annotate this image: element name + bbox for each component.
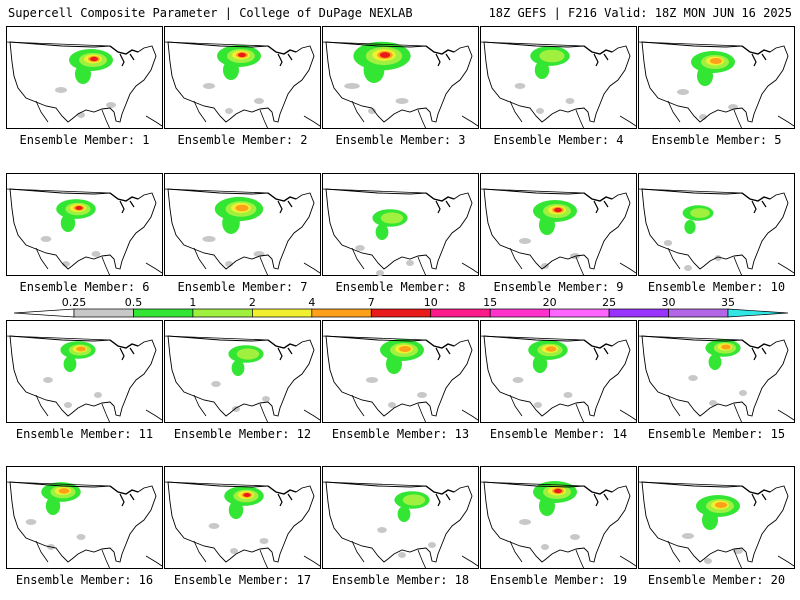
ensemble-panel: Ensemble Member: 3 xyxy=(322,26,479,147)
chart-title: Supercell Composite Parameter | College … xyxy=(8,6,413,20)
ensemble-member-label: Ensemble Member: 10 xyxy=(647,280,786,294)
ensemble-panel: Ensemble Member: 18 xyxy=(322,466,479,587)
ensemble-member-label: Ensemble Member: 5 xyxy=(651,133,782,147)
ensemble-panel: Ensemble Member: 12 xyxy=(164,320,321,441)
colorbar-tick-label: 15 xyxy=(483,296,497,309)
map-panel xyxy=(6,26,163,129)
ensemble-panel: Ensemble Member: 15 xyxy=(638,320,795,441)
map-panel xyxy=(322,26,479,129)
ensemble-member-label: Ensemble Member: 11 xyxy=(15,427,154,441)
colorbar-segment xyxy=(668,308,729,318)
ensemble-member-label: Ensemble Member: 17 xyxy=(173,573,312,587)
ensemble-member-label: Ensemble Member: 3 xyxy=(335,133,466,147)
colorbar-legend: 0.25 0.5 1 2 4 7 10 15 20 25 30 35 xyxy=(14,296,788,322)
map-panel xyxy=(322,320,479,423)
ensemble-panel: Ensemble Member: 9 xyxy=(480,173,637,294)
colorbar-tick-label: 35 xyxy=(721,296,735,309)
colorbar-tick-label: 0.5 xyxy=(125,296,143,309)
map-panel xyxy=(6,173,163,276)
colorbar-tick-label: 30 xyxy=(662,296,676,309)
map-panel xyxy=(480,466,637,569)
ensemble-panel: Ensemble Member: 1 xyxy=(6,26,163,147)
colorbar-segment xyxy=(73,308,134,318)
ensemble-panel: Ensemble Member: 5 xyxy=(638,26,795,147)
ensemble-panel: Ensemble Member: 19 xyxy=(480,466,637,587)
colorbar-tick-label: 0.25 xyxy=(62,296,87,309)
ensemble-member-label: Ensemble Member: 14 xyxy=(489,427,628,441)
map-panel xyxy=(322,173,479,276)
colorbar-tick-label: 4 xyxy=(308,296,315,309)
colorbar-segment xyxy=(133,308,194,318)
colorbar-tick-label: 25 xyxy=(602,296,616,309)
ensemble-member-label: Ensemble Member: 16 xyxy=(15,573,154,587)
colorbar-tick-label: 20 xyxy=(543,296,557,309)
colorbar-tick-label: 1 xyxy=(189,296,196,309)
colorbar-under-arrow xyxy=(14,308,75,318)
ensemble-member-label: Ensemble Member: 20 xyxy=(647,573,786,587)
map-panel xyxy=(638,466,795,569)
ensemble-member-label: Ensemble Member: 8 xyxy=(335,280,466,294)
run-valid-time: 18Z GEFS | F216 Valid: 18Z MON JUN 16 20… xyxy=(488,6,792,20)
map-panel xyxy=(6,466,163,569)
colorbar-over-arrow xyxy=(727,308,788,318)
ensemble-member-label: Ensemble Member: 9 xyxy=(493,280,624,294)
ensemble-member-label: Ensemble Member: 6 xyxy=(19,280,150,294)
colorbar-segment xyxy=(430,308,491,318)
ensemble-member-label: Ensemble Member: 1 xyxy=(19,133,150,147)
ensemble-panel: Ensemble Member: 8 xyxy=(322,173,479,294)
ensemble-panel: Ensemble Member: 6 xyxy=(6,173,163,294)
colorbar-segment xyxy=(370,308,432,318)
ensemble-panel: Ensemble Member: 14 xyxy=(480,320,637,441)
map-panel xyxy=(164,173,321,276)
map-panel xyxy=(638,26,795,129)
map-panel xyxy=(322,466,479,569)
ensemble-panel: Ensemble Member: 20 xyxy=(638,466,795,587)
colorbar-tick-label: 7 xyxy=(368,296,375,309)
ensemble-panel: Ensemble Member: 11 xyxy=(6,320,163,441)
ensemble-panel: Ensemble Member: 17 xyxy=(164,466,321,587)
ensemble-member-label: Ensemble Member: 18 xyxy=(331,573,470,587)
ensemble-member-label: Ensemble Member: 15 xyxy=(647,427,786,441)
map-panel xyxy=(638,320,795,423)
ensemble-member-label: Ensemble Member: 7 xyxy=(177,280,308,294)
ensemble-member-label: Ensemble Member: 2 xyxy=(177,133,308,147)
map-panel xyxy=(480,320,637,423)
map-panel xyxy=(480,173,637,276)
colorbar-tick-label: 2 xyxy=(249,296,256,309)
ensemble-panel: Ensemble Member: 16 xyxy=(6,466,163,587)
map-panel xyxy=(6,320,163,423)
ensemble-member-label: Ensemble Member: 19 xyxy=(489,573,628,587)
ensemble-member-label: Ensemble Member: 12 xyxy=(173,427,312,441)
map-panel xyxy=(480,26,637,129)
ensemble-panel: Ensemble Member: 7 xyxy=(164,173,321,294)
colorbar-segment xyxy=(549,308,610,318)
map-panel xyxy=(164,466,321,569)
ensemble-panel: Ensemble Member: 10 xyxy=(638,173,795,294)
ensemble-member-label: Ensemble Member: 13 xyxy=(331,427,470,441)
map-panel xyxy=(638,173,795,276)
colorbar-tick-label: 10 xyxy=(424,296,438,309)
map-panel xyxy=(164,320,321,423)
colorbar-svg: 0.25 0.5 1 2 4 7 10 15 20 25 30 35 xyxy=(14,296,788,318)
map-panel xyxy=(164,26,321,129)
colorbar-segment xyxy=(192,308,253,318)
ensemble-panel: Ensemble Member: 13 xyxy=(322,320,479,441)
ensemble-panel: Ensemble Member: 4 xyxy=(480,26,637,147)
colorbar-segment xyxy=(608,308,669,318)
colorbar-segment xyxy=(252,308,313,318)
ensemble-member-label: Ensemble Member: 4 xyxy=(493,133,624,147)
colorbar-segment xyxy=(489,308,550,318)
colorbar-segment xyxy=(311,308,372,318)
ensemble-panel: Ensemble Member: 2 xyxy=(164,26,321,147)
